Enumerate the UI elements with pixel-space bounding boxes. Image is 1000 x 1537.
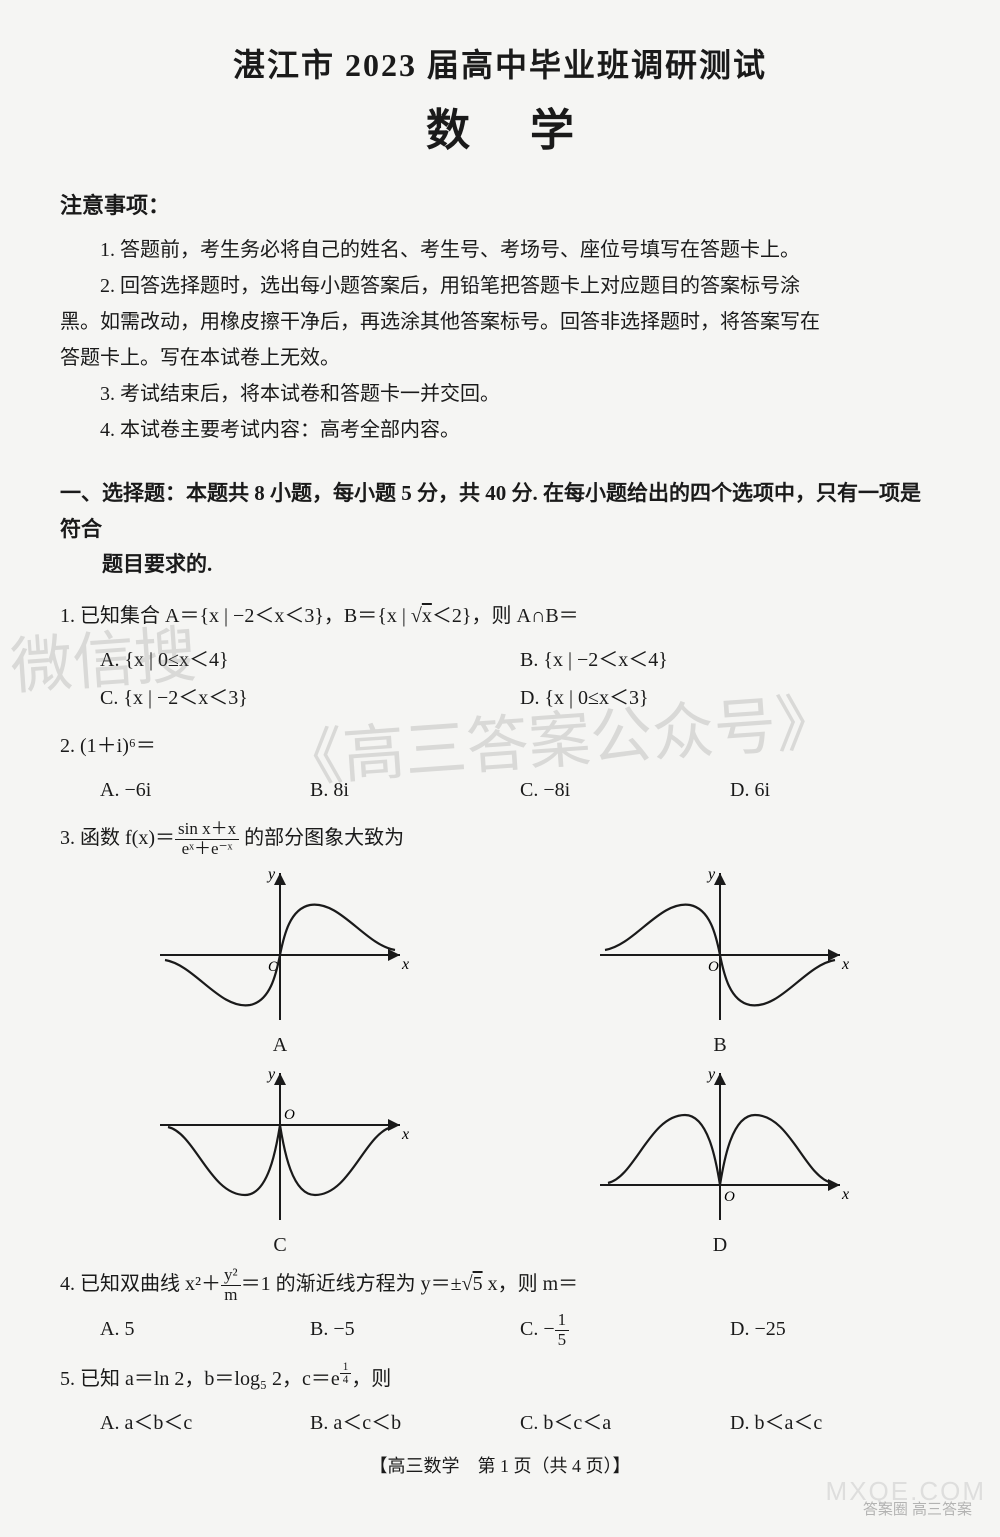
q1-option-c: C. {x | −2＜x＜3}	[100, 679, 520, 717]
q4-stem-b: ＝1 的渐近线方程为 y＝±	[241, 1273, 462, 1295]
q5-options: A. a＜b＜c B. a＜c＜b C. b＜c＜a D. b＜a＜c	[60, 1404, 940, 1442]
graph-d-svg: x y O	[590, 1065, 850, 1225]
notice-item-3: 3. 考试结束后，将本试卷和答题卡一并交回。	[60, 376, 940, 412]
q3-frac-den: eˣ＋e⁻ˣ	[175, 840, 239, 859]
q4-option-a: A. 5	[100, 1310, 310, 1350]
q3-label-d: D	[590, 1234, 850, 1257]
question-2: 2. (1＋i)⁶＝	[60, 727, 940, 765]
q4-stem-c: x，则 m＝	[483, 1273, 579, 1295]
page-footer: 【高三数学 第 1 页（共 4 页）】	[60, 1452, 940, 1478]
notice-item-2b: 黑。如需改动，用橡皮擦干净后，再选涂其他答案标号。回答非选择题时，将答案写在	[60, 304, 940, 340]
section-1-heading: 一、选择题：本题共 8 小题，每小题 5 分，共 40 分. 在每小题给出的四个…	[60, 476, 940, 583]
svg-text:y: y	[706, 1066, 716, 1083]
q3-graph-a: x y O A	[150, 865, 410, 1057]
q5-exp-num: 1	[340, 1361, 352, 1374]
svg-text:y: y	[266, 866, 276, 883]
q1-option-d: D. {x | 0≤x＜3}	[520, 679, 940, 717]
q4-stem-a: 4. 已知双曲线 x²＋	[60, 1273, 221, 1295]
q3-fraction: sin x＋xeˣ＋e⁻ˣ	[175, 820, 239, 858]
q4-option-b: B. −5	[310, 1310, 520, 1350]
notice-item-2c: 答题卡上。写在本试卷上无效。	[60, 340, 940, 376]
q3-frac-num: sin x＋x	[175, 820, 239, 840]
q3-stem-b: 的部分图象大致为	[239, 827, 404, 849]
q2-option-c: C. −8i	[520, 771, 730, 809]
svg-text:x: x	[401, 956, 409, 973]
notice-item-2a: 2. 回答选择题时，选出每小题答案后，用铅笔把答题卡上对应题目的答案标号涂	[60, 268, 940, 304]
q1-stem-b: ＜2}，则 A∩B＝	[432, 605, 579, 627]
notice-item-1: 1. 答题前，考生务必将自己的姓名、考生号、考场号、座位号填写在答题卡上。	[60, 232, 940, 268]
q5-stem-a: 5. 已知 a＝ln 2，b＝log₅ 2，c＝e	[60, 1368, 340, 1390]
svg-text:y: y	[266, 1066, 276, 1083]
q2-option-d: D. 6i	[730, 771, 940, 809]
notice-block: 1. 答题前，考生务必将自己的姓名、考生号、考场号、座位号填写在答题卡上。 2.…	[60, 232, 940, 448]
subject-title: 数学	[60, 94, 940, 158]
graph-b-svg: x y O	[590, 865, 850, 1025]
exam-title: 湛江市 2023 届高中毕业班调研测试	[60, 40, 940, 86]
q4-option-d: D. −25	[730, 1310, 940, 1350]
svg-text:O: O	[724, 1189, 735, 1205]
question-5: 5. 已知 a＝ln 2，b＝log₅ 2，c＝e14，则	[60, 1360, 940, 1398]
q1-stem-a: 1. 已知集合 A＝{x | −2＜x＜3}，B＝{x |	[60, 605, 411, 627]
q2-option-a: A. −6i	[100, 771, 310, 809]
svg-text:O: O	[708, 959, 719, 975]
q3-label-b: B	[590, 1034, 850, 1057]
question-4: 4. 已知双曲线 x²＋y²m＝1 的渐近线方程为 y＝±√5 x，则 m＝	[60, 1265, 940, 1305]
q1-options: A. {x | 0≤x＜4} B. {x | −2＜x＜4} C. {x | −…	[60, 641, 940, 717]
notice-item-4: 4. 本试卷主要考试内容：高考全部内容。	[60, 412, 940, 448]
graph-a-svg: x y O	[150, 865, 410, 1025]
q1-sqrt: x	[422, 605, 432, 627]
q4-c-num: 1	[555, 1311, 570, 1331]
q3-stem-a: 3. 函数 f(x)＝	[60, 827, 175, 849]
svg-text:y: y	[706, 866, 716, 883]
watermark-logo: 答案圈 高三答案	[863, 1498, 972, 1519]
section-1-line-b: 题目要求的.	[60, 547, 940, 583]
question-3: 3. 函数 f(x)＝sin x＋xeˣ＋e⁻ˣ 的部分图象大致为	[60, 819, 940, 859]
notice-heading: 注意事项：	[60, 188, 940, 220]
q5-option-a: A. a＜b＜c	[100, 1404, 310, 1442]
q3-label-c: C	[150, 1234, 410, 1257]
q4-c-den: 5	[555, 1331, 570, 1350]
svg-text:x: x	[841, 1186, 849, 1203]
q5-option-b: B. a＜c＜b	[310, 1404, 520, 1442]
q4-options: A. 5 B. −5 C. −15 D. −25	[60, 1310, 940, 1350]
q3-graph-b: x y O B	[590, 865, 850, 1057]
svg-text:O: O	[284, 1107, 295, 1123]
q5-option-c: C. b＜c＜a	[520, 1404, 730, 1442]
q1-option-a: A. {x | 0≤x＜4}	[100, 641, 520, 679]
q1-option-b: B. {x | −2＜x＜4}	[520, 641, 940, 679]
q3-graphs-row-1: x y O A x y O B	[60, 865, 940, 1057]
q3-graphs-row-2: x y O C x y O D	[60, 1065, 940, 1257]
q4-frac-num: y²	[221, 1266, 241, 1286]
q3-label-a: A	[150, 1034, 410, 1057]
question-1: 1. 已知集合 A＝{x | −2＜x＜3}，B＝{x | √x＜2}，则 A∩…	[60, 597, 940, 635]
q4-c-frac: 15	[555, 1311, 570, 1349]
section-1-line-a: 一、选择题：本题共 8 小题，每小题 5 分，共 40 分. 在每小题给出的四个…	[60, 481, 921, 541]
q4-option-c: C. −15	[520, 1310, 730, 1350]
q4-c-pre: C. −	[520, 1318, 555, 1340]
q5-exp-den: 4	[340, 1374, 352, 1386]
graph-c-svg: x y O	[150, 1065, 410, 1225]
q3-graph-d: x y O D	[590, 1065, 850, 1257]
q3-graph-c: x y O C	[150, 1065, 410, 1257]
q5-stem-b: ，则	[351, 1368, 391, 1390]
svg-text:x: x	[401, 1126, 409, 1143]
q5-exp-frac: 14	[340, 1361, 352, 1387]
q5-option-d: D. b＜a＜c	[730, 1404, 940, 1442]
svg-text:x: x	[841, 956, 849, 973]
q2-options: A. −6i B. 8i C. −8i D. 6i	[60, 771, 940, 809]
q4-frac-den: m	[221, 1286, 241, 1305]
q4-sqrt: 5	[473, 1273, 483, 1295]
q4-fraction: y²m	[221, 1266, 241, 1304]
q2-option-b: B. 8i	[310, 771, 520, 809]
